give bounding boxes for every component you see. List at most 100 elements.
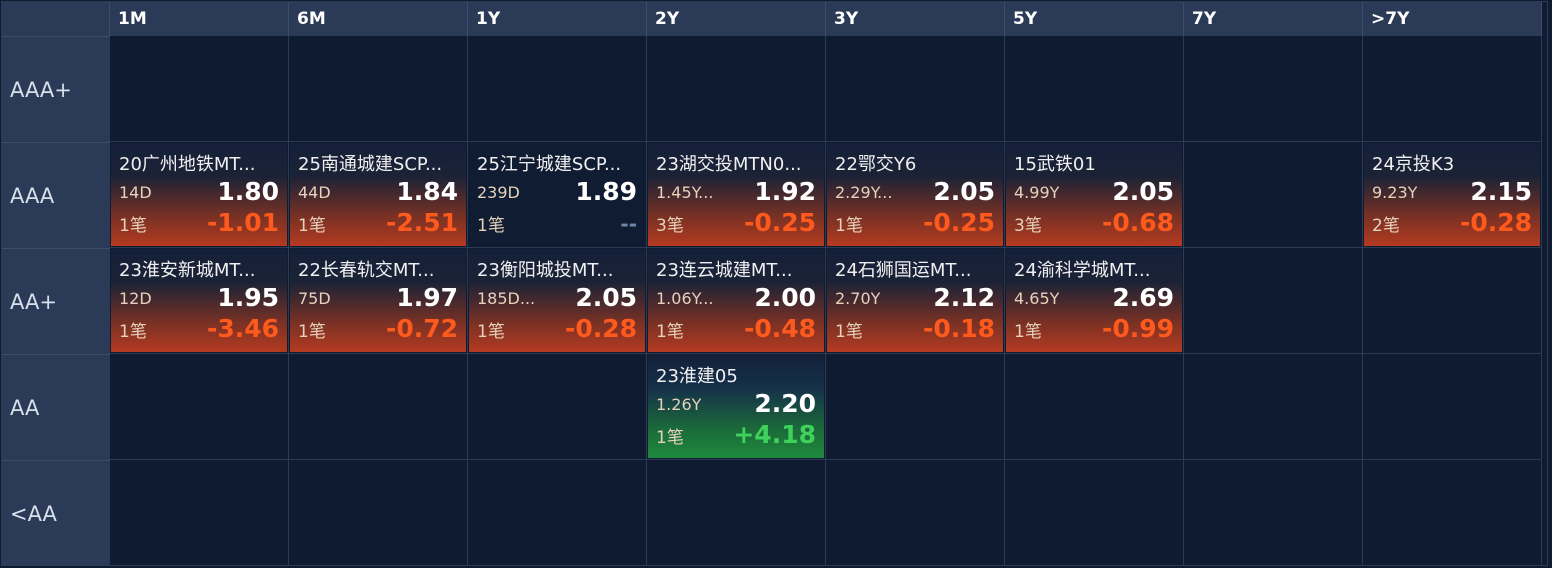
bond-card[interactable]: 23淮建05 1.26Y 2.20 1笔 +4.18 bbox=[648, 355, 824, 458]
bond-card[interactable]: 25江宁城建SCP... 239D 1.89 1笔 -- bbox=[469, 143, 645, 246]
bond-trade-count: 1笔 bbox=[298, 216, 326, 236]
col-header-7y[interactable]: 7Y bbox=[1184, 2, 1363, 36]
bond-card[interactable]: 24京投K3 9.23Y 2.15 2笔 -0.28 bbox=[1364, 143, 1540, 246]
bond-name: 24石狮国运MT... bbox=[835, 260, 972, 281]
bond-card[interactable]: 24渝科学城MT... 4.65Y 2.69 1笔 -0.99 bbox=[1006, 249, 1182, 352]
grid-cell bbox=[1184, 36, 1363, 142]
bond-name: 23衡阳城投MT... bbox=[477, 260, 614, 281]
bond-yield: 2.05 bbox=[575, 283, 637, 312]
bond-trade-count: 1笔 bbox=[656, 428, 684, 448]
grid-cell bbox=[1005, 460, 1184, 566]
grid-cell bbox=[647, 460, 826, 566]
bond-term: 14D bbox=[119, 183, 152, 202]
bond-trade-count: 1笔 bbox=[119, 322, 147, 342]
bond-card[interactable]: 20广州地铁MT... 14D 1.80 1笔 -1.01 bbox=[111, 143, 287, 246]
bond-trade-count: 3笔 bbox=[656, 216, 684, 236]
col-header-6m[interactable]: 6M bbox=[289, 2, 468, 36]
bond-card[interactable]: 24石狮国运MT... 2.70Y 2.12 1笔 -0.18 bbox=[827, 249, 1003, 352]
bond-name: 20广州地铁MT... bbox=[119, 154, 256, 175]
bond-yield: 2.20 bbox=[754, 389, 816, 418]
grid-cell bbox=[826, 354, 1005, 460]
bond-card[interactable]: 23衡阳城投MT... 185D... 2.05 1笔 -0.28 bbox=[469, 249, 645, 352]
bond-yield: 2.05 bbox=[1112, 177, 1174, 206]
grid-cell: 15武铁01 4.99Y 2.05 3笔 -0.68 bbox=[1005, 142, 1184, 248]
bond-card[interactable]: 25南通城建SCP... 44D 1.84 1笔 -2.51 bbox=[290, 143, 466, 246]
bond-change: -0.72 bbox=[385, 314, 458, 343]
bond-name: 23淮建05 bbox=[656, 366, 738, 387]
bond-trade-count: 1笔 bbox=[835, 216, 863, 236]
bond-change: -0.25 bbox=[922, 208, 995, 237]
grid-cell: 25江宁城建SCP... 239D 1.89 1笔 -- bbox=[468, 142, 647, 248]
bond-change: -0.25 bbox=[743, 208, 816, 237]
bond-change: -0.68 bbox=[1101, 208, 1174, 237]
bond-yield: 1.92 bbox=[754, 177, 816, 206]
bond-card[interactable]: 23湖交投MTN0... 1.45Y... 1.92 3笔 -0.25 bbox=[648, 143, 824, 246]
bond-yield: 1.97 bbox=[396, 283, 458, 312]
bond-name: 24渝科学城MT... bbox=[1014, 260, 1151, 281]
col-header-3y[interactable]: 3Y bbox=[826, 2, 1005, 36]
bond-card[interactable]: 15武铁01 4.99Y 2.05 3笔 -0.68 bbox=[1006, 143, 1182, 246]
grid-cell bbox=[468, 36, 647, 142]
bond-term: 44D bbox=[298, 183, 331, 202]
row-header-aa[interactable]: AA bbox=[2, 354, 110, 460]
grid-cell: 24京投K3 9.23Y 2.15 2笔 -0.28 bbox=[1363, 142, 1542, 248]
grid-cell: 22长春轨交MT... 75D 1.97 1笔 -0.72 bbox=[289, 248, 468, 354]
grid-cell: 23湖交投MTN0... 1.45Y... 1.92 3笔 -0.25 bbox=[647, 142, 826, 248]
bond-yield: 1.89 bbox=[575, 177, 637, 206]
bond-change: -0.28 bbox=[564, 314, 637, 343]
bond-trade-count: 1笔 bbox=[656, 322, 684, 342]
bond-card[interactable]: 22长春轨交MT... 75D 1.97 1笔 -0.72 bbox=[290, 249, 466, 352]
bond-term: 1.26Y bbox=[656, 395, 702, 414]
col-header-5y[interactable]: 5Y bbox=[1005, 2, 1184, 36]
col-header-1y[interactable]: 1Y bbox=[468, 2, 647, 36]
bond-yield: 2.05 bbox=[933, 177, 995, 206]
bond-term: 4.65Y bbox=[1014, 289, 1060, 308]
bond-change: -3.46 bbox=[206, 314, 279, 343]
grid-cell: 23淮安新城MT... 12D 1.95 1笔 -3.46 bbox=[110, 248, 289, 354]
bond-name: 23淮安新城MT... bbox=[119, 260, 256, 281]
bond-name: 24京投K3 bbox=[1372, 154, 1455, 175]
bond-term: 4.99Y bbox=[1014, 183, 1060, 202]
bond-trade-count: 1笔 bbox=[298, 322, 326, 342]
bond-term: 185D... bbox=[477, 289, 536, 308]
bond-change: +4.18 bbox=[733, 420, 816, 449]
bond-term: 75D bbox=[298, 289, 331, 308]
matrix-corner bbox=[2, 2, 110, 36]
bond-trade-count: 1笔 bbox=[1014, 322, 1042, 342]
grid-cell: 23连云城建MT... 1.06Y... 2.00 1笔 -0.48 bbox=[647, 248, 826, 354]
bond-card[interactable]: 23淮安新城MT... 12D 1.95 1笔 -3.46 bbox=[111, 249, 287, 352]
bond-yield: 1.80 bbox=[217, 177, 279, 206]
col-header-1m[interactable]: 1M bbox=[110, 2, 289, 36]
row-header-aaa[interactable]: AAA bbox=[2, 142, 110, 248]
grid-cell bbox=[1363, 460, 1542, 566]
row-header-aaa-plus[interactable]: AAA+ bbox=[2, 36, 110, 142]
grid-cell bbox=[110, 36, 289, 142]
col-header-2y[interactable]: 2Y bbox=[647, 2, 826, 36]
bond-card[interactable]: 23连云城建MT... 1.06Y... 2.00 1笔 -0.48 bbox=[648, 249, 824, 352]
row-header-aa-plus[interactable]: AA+ bbox=[2, 248, 110, 354]
grid-cell: 20广州地铁MT... 14D 1.80 1笔 -1.01 bbox=[110, 142, 289, 248]
grid-cell: 25南通城建SCP... 44D 1.84 1笔 -2.51 bbox=[289, 142, 468, 248]
grid-cell bbox=[289, 36, 468, 142]
grid-cell bbox=[289, 460, 468, 566]
row-header-below-aa[interactable]: <AA bbox=[2, 460, 110, 566]
bond-trade-count: 2笔 bbox=[1372, 216, 1400, 236]
grid-cell bbox=[1184, 354, 1363, 460]
grid-cell bbox=[110, 460, 289, 566]
bond-name: 23连云城建MT... bbox=[656, 260, 793, 281]
grid-cell: 22鄂交Y6 2.29Y... 2.05 1笔 -0.25 bbox=[826, 142, 1005, 248]
grid-cell bbox=[1363, 248, 1542, 354]
bond-name: 25南通城建SCP... bbox=[298, 154, 443, 175]
col-header-over-7y[interactable]: >7Y bbox=[1363, 2, 1542, 36]
bond-change: -- bbox=[620, 212, 637, 236]
bond-change: -1.01 bbox=[206, 208, 279, 237]
bond-card[interactable]: 22鄂交Y6 2.29Y... 2.05 1笔 -0.25 bbox=[827, 143, 1003, 246]
bond-name: 23湖交投MTN0... bbox=[656, 154, 802, 175]
grid-cell bbox=[1184, 460, 1363, 566]
bond-trade-count: 1笔 bbox=[477, 216, 505, 236]
bond-change: -2.51 bbox=[385, 208, 458, 237]
bond-yield: 1.95 bbox=[217, 283, 279, 312]
bond-yield: 2.15 bbox=[1470, 177, 1532, 206]
bond-change: -0.28 bbox=[1459, 208, 1532, 237]
bond-yield: 2.69 bbox=[1112, 283, 1174, 312]
